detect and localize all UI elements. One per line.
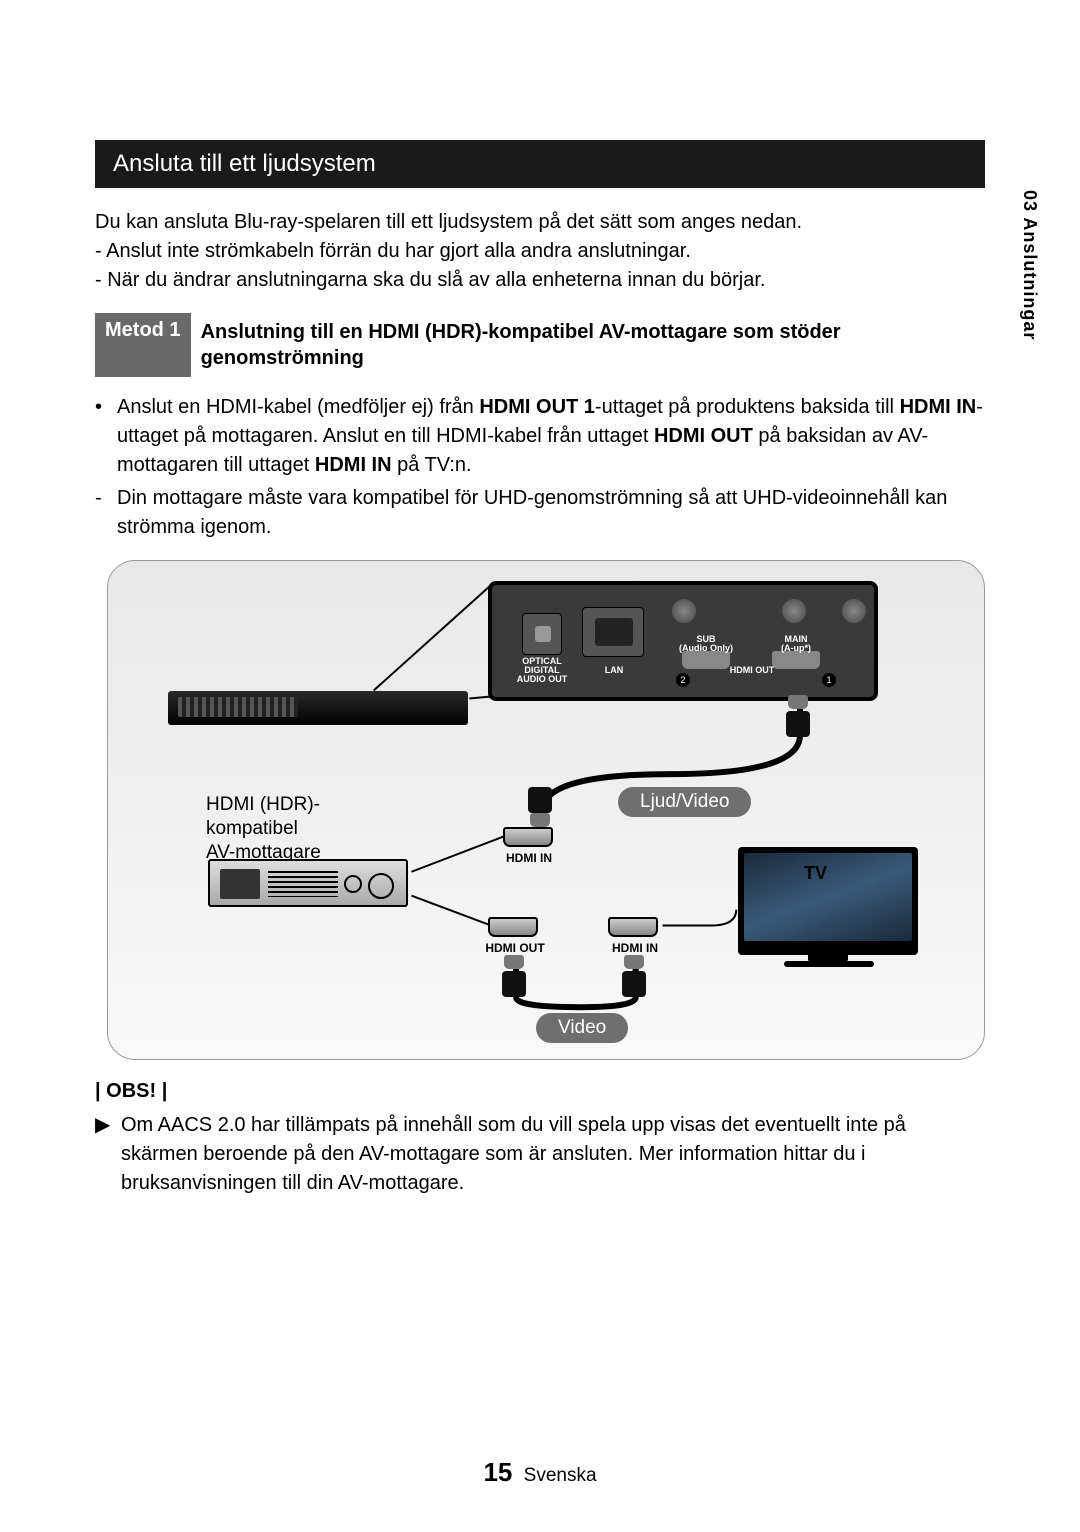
bullet-mark: • — [95, 393, 117, 480]
bluray-player-icon — [168, 691, 468, 725]
obs-label: | OBS! | — [95, 1080, 985, 1103]
port-number-1: 1 — [822, 673, 836, 687]
label-hdmi-out: HDMI OUT — [470, 941, 560, 955]
label-hdmi-in: HDMI IN — [484, 851, 574, 865]
bullet-item: • Anslut en HDMI-kabel (medföljer ej) fr… — [95, 393, 985, 480]
hdmi-plug-icon — [526, 785, 554, 829]
intro-line: Du kan ansluta Blu-ray-spelaren till ett… — [95, 208, 985, 237]
method-desc: Anslutning till en HDMI (HDR)-kompatibel… — [191, 313, 985, 377]
t: HDMI OUT — [654, 425, 753, 447]
page-footer: 15 Svenska — [0, 1457, 1080, 1488]
obs-body: Om AACS 2.0 har tillämpats på innehåll s… — [121, 1111, 985, 1198]
page-number: 15 — [483, 1457, 512, 1487]
port-number-2: 2 — [676, 673, 690, 687]
t: -uttaget på produktens baksida till — [595, 396, 900, 418]
hdmi-in-port-icon — [503, 827, 553, 847]
label-optical: OPTICAL DIGITAL AUDIO OUT — [510, 657, 574, 684]
method-badge: Metod 1 — [95, 313, 191, 377]
dash-text: Din mottagare måste vara kompatibel för … — [117, 484, 985, 542]
hdmi-plug-icon — [784, 695, 812, 739]
t: Anslut en HDMI-kabel (medföljer ej) från — [117, 396, 479, 418]
label-lan: LAN — [592, 665, 636, 675]
obs-text: ▶ Om AACS 2.0 har tillämpats på innehåll… — [95, 1111, 985, 1198]
label-hdmi-in: HDMI IN — [590, 941, 680, 955]
t: på TV:n. — [392, 454, 472, 476]
bullet-text: Anslut en HDMI-kabel (medföljer ej) från… — [117, 393, 985, 480]
hdmi-out-port-icon — [488, 917, 538, 937]
label-hdmiout: HDMI OUT — [692, 665, 812, 675]
lan-port-icon — [582, 607, 644, 657]
back-panel-icon: OPTICAL DIGITAL AUDIO OUT LAN SUB (Audio… — [488, 581, 878, 701]
hdmi-in-port-icon — [608, 917, 658, 937]
dash-mark: - — [95, 484, 117, 542]
t: HDMI IN — [900, 396, 977, 418]
label-main: MAIN (A-up*) — [758, 635, 834, 653]
hdmi-plug-icon — [620, 955, 648, 999]
tv-label: TV — [804, 863, 827, 884]
connection-diagram: OPTICAL DIGITAL AUDIO OUT LAN SUB (Audio… — [107, 560, 985, 1060]
screw-icon — [672, 599, 696, 623]
method-row: Metod 1 Anslutning till en HDMI (HDR)-ko… — [95, 313, 985, 377]
dash-item: - Din mottagare måste vara kompatibel fö… — [95, 484, 985, 542]
section-header: Ansluta till ett ljudsystem — [95, 140, 985, 188]
pill-video: Video — [536, 1013, 628, 1043]
triangle-icon: ▶ — [95, 1111, 121, 1198]
page-language: Svenska — [524, 1465, 597, 1486]
intro-dash: - När du ändrar anslutningarna ska du sl… — [95, 266, 985, 295]
screw-icon — [782, 599, 806, 623]
optical-port-icon — [522, 613, 562, 655]
receiver-label: HDMI (HDR)- kompatibel AV-mottagare — [206, 793, 416, 864]
tv-base-icon — [784, 961, 874, 967]
intro-text: Du kan ansluta Blu-ray-spelaren till ett… — [95, 208, 985, 295]
pill-audio-video: Ljud/Video — [618, 787, 751, 817]
av-receiver-icon — [208, 859, 408, 907]
bullet-block: • Anslut en HDMI-kabel (medföljer ej) fr… — [95, 393, 985, 542]
tv-icon — [738, 847, 918, 955]
t: HDMI IN — [315, 454, 392, 476]
page-content: Ansluta till ett ljudsystem Du kan anslu… — [0, 0, 1080, 1258]
t: HDMI OUT 1 — [479, 396, 595, 418]
intro-dash: - Anslut inte strömkabeln förrän du har … — [95, 237, 985, 266]
screw-icon — [842, 599, 866, 623]
label-sub: SUB (Audio Only) — [668, 635, 744, 653]
hdmi-plug-icon — [500, 955, 528, 999]
